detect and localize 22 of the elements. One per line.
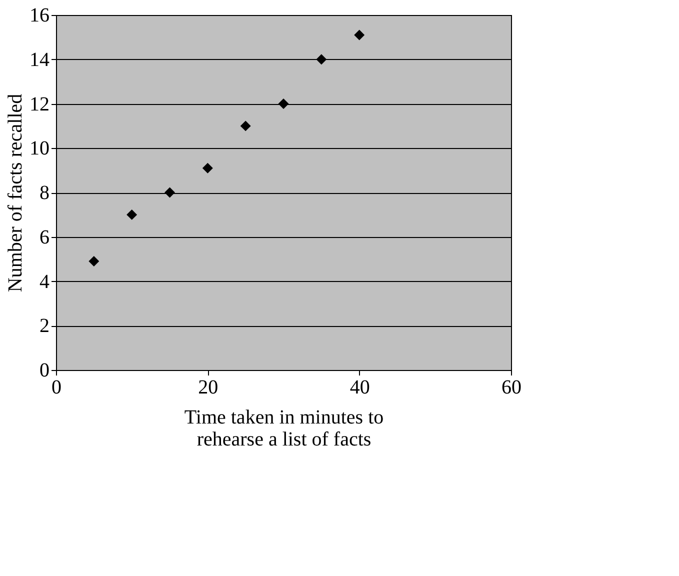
point (126, 209, 138, 220)
y-tick-label: 6 (40, 226, 50, 248)
point (316, 54, 327, 65)
point (164, 187, 175, 198)
y-axis-title: Number of facts recalled (4, 94, 26, 292)
y-tick-label: 8 (40, 182, 50, 204)
x-tick-label: 60 (502, 376, 522, 398)
point (240, 120, 251, 132)
x-tick-label: 20 (198, 376, 218, 398)
point (354, 30, 365, 40)
point (88, 256, 100, 267)
point (202, 162, 213, 174)
y-tick-label: 0 (40, 360, 50, 382)
y-tick-label: 2 (40, 315, 50, 338)
x-axis-title: Time taken in minutes to rehearse a list of facts (184, 406, 384, 450)
y-tick-label: 12 (30, 93, 50, 116)
y-tick-label: 14 (30, 48, 50, 71)
x-tick-label: 40 (350, 376, 370, 398)
y-tick-label: 10 (30, 138, 50, 160)
y-tick-label: 4 (40, 270, 50, 293)
y-tick-label: 16 (30, 4, 50, 26)
point (278, 98, 289, 109)
